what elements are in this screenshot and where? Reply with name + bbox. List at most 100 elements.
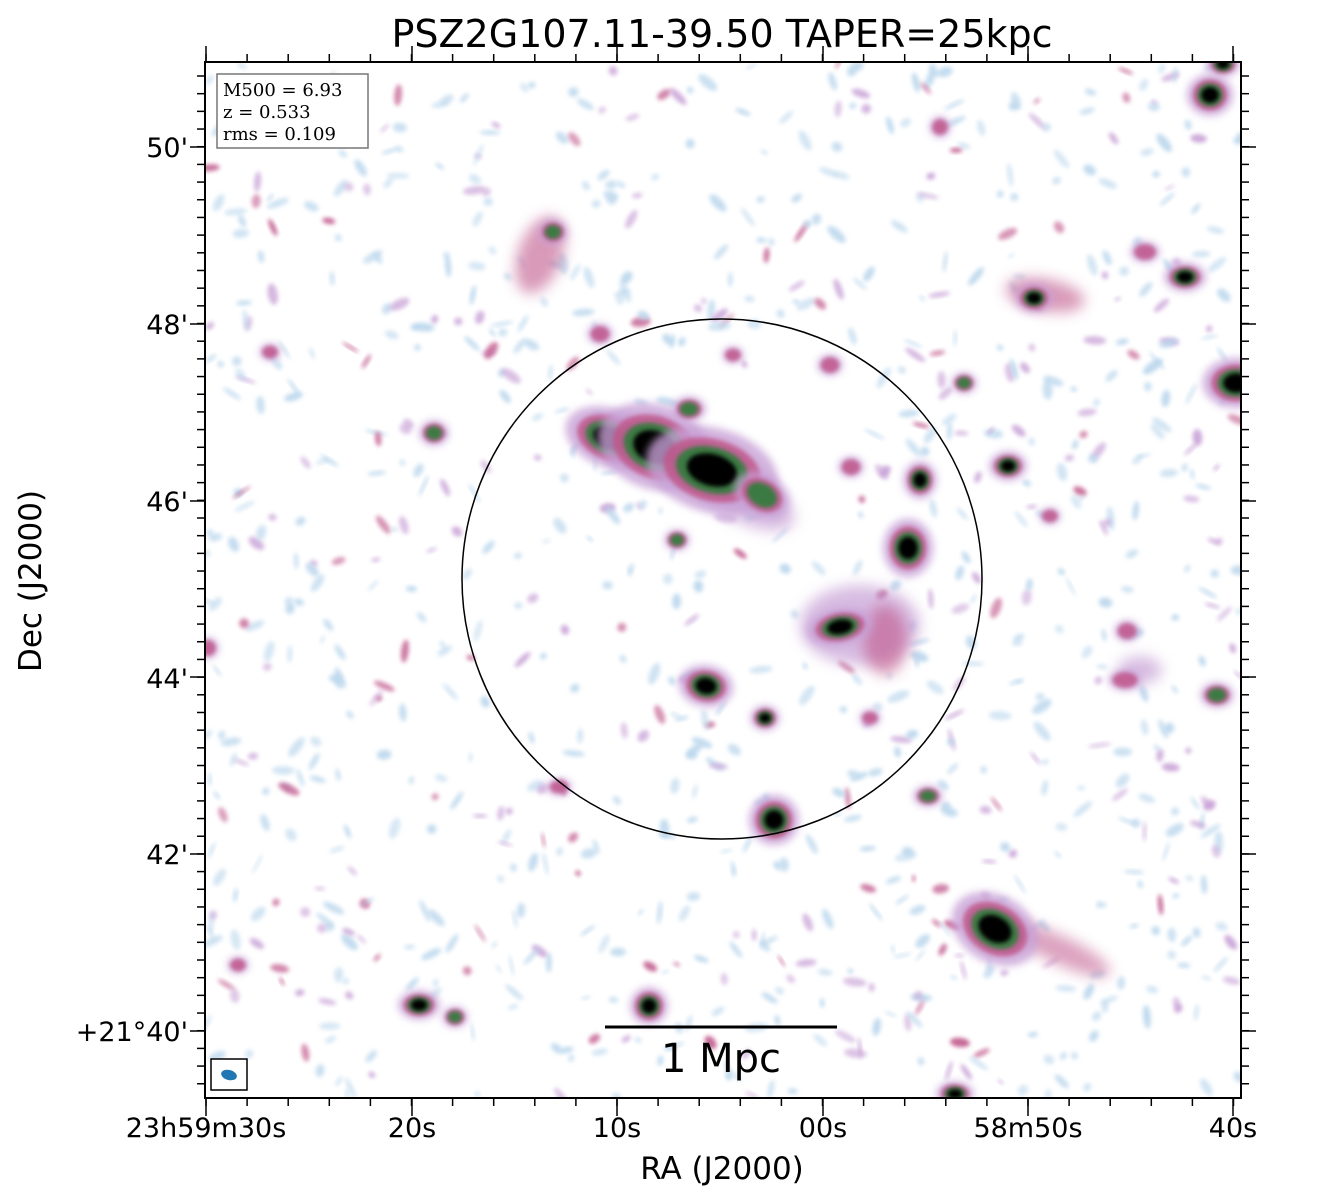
noise-speckle xyxy=(1008,252,1015,258)
noise-speckle xyxy=(673,961,681,967)
noise-speckle xyxy=(1122,92,1131,103)
noise-speckle xyxy=(367,470,387,476)
noise-speckle xyxy=(940,806,958,817)
noise-speckle xyxy=(342,342,359,353)
noise-speckle xyxy=(1071,1052,1078,1060)
noise-speckle xyxy=(354,159,367,177)
noise-speckle xyxy=(1132,500,1139,521)
noise-speckle xyxy=(670,778,680,794)
noise-speckle xyxy=(811,561,826,576)
noise-speckle xyxy=(375,515,391,534)
noise-speckle xyxy=(217,979,236,991)
noise-speckle xyxy=(434,774,448,782)
noise-speckle xyxy=(947,763,959,775)
noise-speckle xyxy=(1142,821,1147,842)
noise-speckle xyxy=(399,703,407,722)
noise-speckle xyxy=(1184,119,1192,131)
noise-speckle xyxy=(662,573,673,585)
noise-speckle xyxy=(335,1076,343,1086)
noise-speckle xyxy=(805,834,818,854)
noise-speckle xyxy=(667,676,676,686)
noise-speckle xyxy=(568,132,581,147)
noise-speckle xyxy=(316,912,334,928)
noise-speckle xyxy=(1148,102,1160,112)
noise-speckle xyxy=(1042,379,1053,400)
noise-speckle xyxy=(367,580,379,591)
noise-speckle xyxy=(263,641,275,662)
noise-speckle xyxy=(1181,935,1193,947)
noise-speckle xyxy=(711,1006,725,1017)
noise-speckle xyxy=(1083,335,1107,345)
noise-speckle xyxy=(949,147,963,153)
noise-speckle xyxy=(373,953,381,962)
noise-speckle xyxy=(1099,520,1108,536)
noise-speckle xyxy=(582,181,590,191)
noise-speckle xyxy=(833,278,844,300)
noise-speckle xyxy=(1185,747,1192,754)
radio-source xyxy=(1186,74,1234,116)
noise-speckle xyxy=(1022,479,1032,487)
noise-speckle xyxy=(205,354,217,363)
noise-speckle xyxy=(233,758,249,766)
noise-speckle xyxy=(235,300,252,306)
noise-speckle xyxy=(670,712,681,718)
noise-speckle xyxy=(1158,719,1169,739)
noise-speckle xyxy=(304,201,319,212)
noise-speckle xyxy=(1078,495,1084,501)
y-axis-label: Dec (J2000) xyxy=(13,490,49,672)
noise-speckle xyxy=(1151,99,1158,104)
noise-speckle xyxy=(1054,625,1064,634)
noise-speckle xyxy=(834,100,842,118)
noise-speckle xyxy=(1032,698,1052,715)
noise-speckle xyxy=(266,193,274,202)
noise-speckle xyxy=(212,194,225,212)
noise-speckle xyxy=(329,271,335,286)
noise-speckle xyxy=(576,98,594,110)
noise-speckle xyxy=(990,797,1002,812)
noise-speckle xyxy=(399,423,412,435)
noise-speckle xyxy=(1098,901,1107,908)
noise-speckle xyxy=(205,935,223,948)
noise-speckle xyxy=(294,989,305,997)
noise-speckle xyxy=(1026,578,1033,591)
noise-speckle xyxy=(1079,107,1095,115)
noise-speckle xyxy=(1144,381,1152,392)
noise-speckle xyxy=(439,94,454,106)
noise-speckle xyxy=(1167,950,1176,960)
noise-speckle xyxy=(514,602,523,610)
noise-speckle xyxy=(384,330,399,340)
noise-speckle xyxy=(333,179,348,197)
noise-speckle xyxy=(894,851,917,862)
noise-speckle xyxy=(287,645,293,663)
noise-speckle xyxy=(756,196,765,203)
noise-speckle xyxy=(316,923,327,933)
noise-speckle xyxy=(623,503,635,513)
noise-speckle xyxy=(305,562,319,577)
noise-speckle xyxy=(361,897,375,906)
noise-speckle xyxy=(1211,845,1221,858)
plot-frame xyxy=(204,61,1242,1099)
noise-speckle xyxy=(508,954,515,976)
noise-speckle xyxy=(1139,78,1149,91)
noise-speckle xyxy=(503,272,512,281)
noise-speckle xyxy=(1033,721,1051,741)
radio-source xyxy=(259,343,281,361)
noise-speckle xyxy=(1055,823,1068,831)
noise-speckle xyxy=(786,974,796,983)
noise-speckle xyxy=(568,87,579,98)
beam-indicator xyxy=(210,1058,248,1091)
noise-speckle xyxy=(1213,956,1228,973)
noise-speckle xyxy=(670,333,675,349)
noise-speckle xyxy=(285,602,295,615)
noise-speckle xyxy=(462,568,472,580)
noise-speckle xyxy=(389,297,410,311)
noise-speckle xyxy=(1113,747,1133,757)
noise-speckle xyxy=(990,597,1003,619)
noise-speckle xyxy=(1014,511,1028,528)
noise-speckle xyxy=(1206,325,1213,333)
noise-speckle xyxy=(900,118,912,128)
noise-speckle xyxy=(524,339,540,351)
noise-speckle xyxy=(212,665,222,677)
rms-text: rms = 0.109 xyxy=(223,124,336,145)
noise-speckle xyxy=(887,690,910,703)
